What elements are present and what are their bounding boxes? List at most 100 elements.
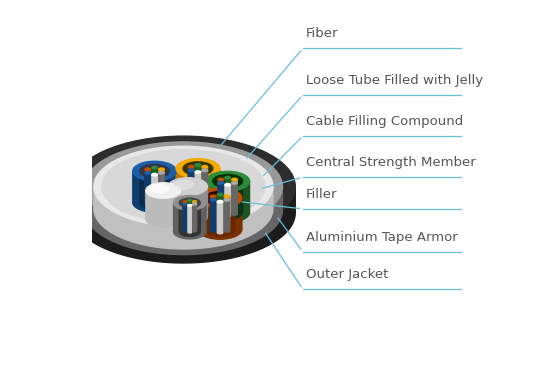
Polygon shape (213, 181, 242, 219)
Ellipse shape (225, 184, 231, 186)
Polygon shape (188, 206, 192, 233)
Ellipse shape (211, 198, 216, 201)
Polygon shape (174, 203, 206, 239)
Ellipse shape (183, 203, 187, 205)
Ellipse shape (225, 176, 231, 179)
Ellipse shape (84, 142, 282, 231)
Ellipse shape (202, 166, 208, 168)
Polygon shape (225, 178, 231, 210)
Polygon shape (188, 200, 192, 228)
Ellipse shape (140, 164, 169, 178)
Polygon shape (211, 200, 216, 232)
Polygon shape (84, 186, 282, 254)
Ellipse shape (174, 195, 206, 210)
Polygon shape (211, 196, 216, 229)
Polygon shape (224, 200, 229, 232)
Polygon shape (152, 175, 157, 207)
Ellipse shape (152, 166, 157, 169)
Ellipse shape (202, 169, 208, 172)
Polygon shape (71, 186, 295, 263)
Ellipse shape (176, 159, 220, 178)
Ellipse shape (146, 183, 180, 198)
Ellipse shape (195, 171, 201, 173)
Polygon shape (176, 169, 220, 210)
Text: Aluminium Tape Armor: Aluminium Tape Armor (306, 231, 457, 244)
Ellipse shape (133, 161, 177, 181)
Polygon shape (183, 169, 213, 207)
Polygon shape (145, 173, 150, 205)
Ellipse shape (71, 136, 295, 237)
Polygon shape (179, 203, 201, 236)
Polygon shape (152, 167, 157, 200)
Ellipse shape (213, 175, 242, 188)
Ellipse shape (159, 168, 164, 170)
Polygon shape (218, 179, 223, 211)
Polygon shape (183, 204, 187, 232)
Ellipse shape (179, 198, 201, 208)
Ellipse shape (217, 200, 223, 203)
Polygon shape (193, 204, 197, 232)
Text: Filler: Filler (306, 188, 337, 201)
Polygon shape (159, 173, 164, 205)
Polygon shape (198, 198, 242, 239)
Ellipse shape (218, 182, 223, 184)
Ellipse shape (174, 180, 194, 189)
Ellipse shape (198, 188, 242, 208)
Polygon shape (193, 202, 197, 229)
Ellipse shape (159, 172, 164, 174)
Polygon shape (205, 198, 235, 236)
Polygon shape (145, 169, 150, 201)
Polygon shape (146, 191, 180, 227)
Ellipse shape (224, 198, 229, 201)
Ellipse shape (152, 173, 157, 176)
Polygon shape (133, 171, 177, 212)
Ellipse shape (193, 203, 197, 205)
Ellipse shape (188, 169, 194, 172)
Polygon shape (225, 185, 231, 217)
Ellipse shape (206, 171, 250, 191)
Text: Outer Jacket: Outer Jacket (306, 268, 388, 281)
Ellipse shape (183, 162, 213, 175)
Text: Fiber: Fiber (306, 27, 338, 40)
Ellipse shape (205, 191, 235, 205)
Polygon shape (232, 179, 237, 211)
Ellipse shape (211, 195, 216, 197)
Text: Cable Filling Compound: Cable Filling Compound (306, 115, 463, 128)
Ellipse shape (232, 178, 237, 181)
Ellipse shape (188, 200, 192, 201)
Polygon shape (206, 181, 250, 222)
Ellipse shape (145, 168, 150, 170)
Polygon shape (183, 202, 187, 229)
Polygon shape (159, 169, 164, 201)
Polygon shape (94, 186, 273, 249)
Polygon shape (195, 165, 201, 197)
Text: Central Strength Member: Central Strength Member (306, 156, 476, 169)
Ellipse shape (224, 195, 229, 197)
Ellipse shape (193, 201, 197, 203)
Ellipse shape (145, 172, 150, 174)
Polygon shape (232, 183, 237, 215)
Polygon shape (202, 167, 208, 199)
Ellipse shape (183, 201, 187, 203)
Ellipse shape (232, 182, 237, 184)
Polygon shape (224, 196, 229, 229)
Ellipse shape (217, 193, 223, 196)
Polygon shape (217, 194, 223, 227)
Ellipse shape (195, 164, 201, 166)
Polygon shape (188, 170, 194, 203)
Polygon shape (195, 172, 201, 204)
Polygon shape (140, 171, 169, 209)
Ellipse shape (188, 204, 192, 206)
Polygon shape (168, 186, 207, 225)
Text: Loose Tube Filled with Jelly: Loose Tube Filled with Jelly (306, 74, 483, 87)
Polygon shape (202, 170, 208, 203)
Polygon shape (217, 202, 223, 234)
Ellipse shape (218, 178, 223, 181)
Polygon shape (218, 183, 223, 215)
Ellipse shape (149, 184, 168, 193)
Ellipse shape (102, 150, 265, 223)
Ellipse shape (188, 166, 194, 168)
Ellipse shape (168, 178, 207, 195)
Polygon shape (188, 167, 194, 199)
Ellipse shape (94, 146, 273, 227)
